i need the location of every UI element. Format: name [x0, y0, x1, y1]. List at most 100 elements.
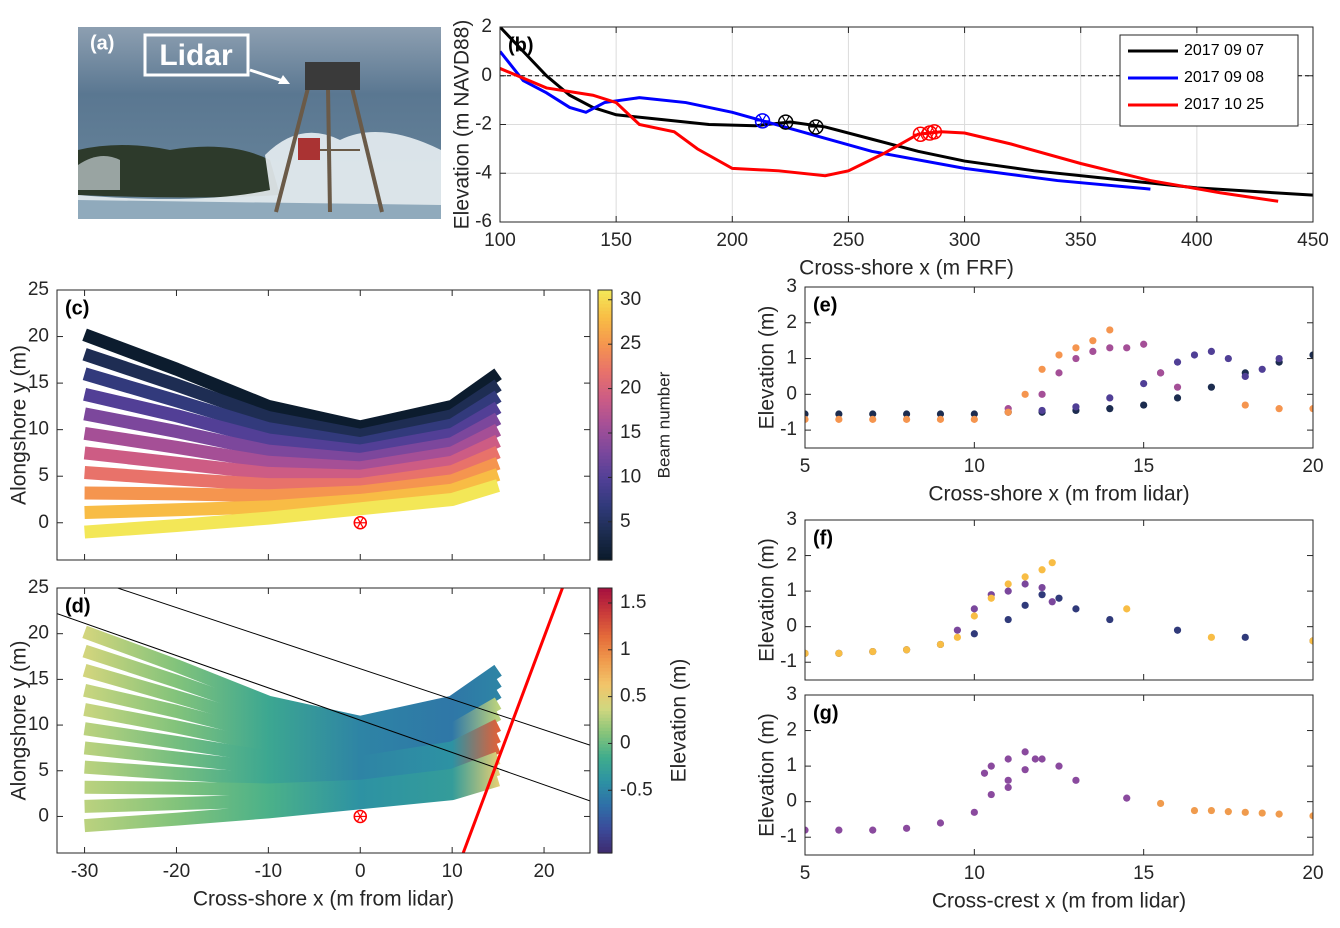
axes-background	[805, 287, 1313, 448]
colorbar-slice	[598, 468, 612, 473]
beam	[82, 625, 502, 729]
beam	[84, 479, 500, 539]
x-axis-label: Cross-shore x (m from lidar)	[928, 483, 1189, 506]
point	[1021, 748, 1029, 756]
colorbar-slice	[598, 591, 612, 596]
point	[1004, 755, 1012, 763]
tower-leg	[350, 87, 384, 213]
point	[1123, 794, 1131, 802]
point	[936, 415, 945, 423]
beam	[84, 468, 501, 520]
colorbar-slice	[598, 657, 612, 662]
point	[1055, 369, 1063, 377]
colorbar-slice	[598, 337, 612, 342]
point	[1055, 762, 1063, 770]
colorbar-slice	[598, 506, 612, 510]
beam	[83, 407, 502, 466]
colorbar-slice	[598, 727, 612, 732]
point	[1309, 812, 1313, 820]
colorbar-slice	[598, 428, 612, 433]
colorbar-slice	[598, 773, 612, 778]
point	[1106, 405, 1114, 413]
point	[1021, 601, 1029, 609]
colorbar-tick-label: 30	[620, 289, 641, 310]
panel-label: (d)	[65, 595, 91, 617]
point	[835, 826, 843, 834]
x-tick-label: 5	[800, 456, 811, 477]
y-tick-label: 25	[28, 577, 49, 598]
point	[1031, 755, 1039, 763]
y-tick-label: 15	[28, 372, 49, 393]
plot-area	[57, 588, 590, 853]
axes-frame	[804, 694, 1314, 856]
point	[1190, 351, 1199, 359]
colorbar-slice	[598, 320, 612, 325]
y-axis-label: Alongshore y (m)	[8, 641, 31, 801]
point	[1309, 405, 1313, 413]
point	[1048, 559, 1056, 567]
x-tick-label: 300	[949, 230, 981, 251]
colorbar-slice	[598, 414, 612, 419]
photo-workers	[298, 138, 320, 160]
point	[1123, 344, 1131, 352]
colorbar-slice	[598, 485, 612, 490]
x-axis-label: Cross-shore x (m FRF)	[799, 257, 1014, 280]
beam	[83, 684, 502, 753]
point	[1224, 808, 1232, 816]
colorbar-slice	[598, 472, 612, 477]
point	[805, 649, 809, 657]
colorbar-slice	[598, 631, 612, 635]
colorbar-slice	[598, 300, 612, 305]
x-tick-label: 20	[533, 861, 554, 882]
photo-foam	[78, 132, 441, 219]
overlay-line	[115, 588, 590, 746]
y-tick-label: 3	[786, 509, 797, 530]
beam	[83, 387, 502, 458]
colorbar-slice	[598, 780, 612, 785]
beam	[82, 367, 502, 451]
colorbar-slice	[598, 445, 612, 450]
y-tick-label: -2	[475, 114, 492, 135]
colorbar-tick-label: 5	[620, 511, 631, 532]
colorbar-tick-label: 0.5	[620, 686, 646, 707]
marker	[808, 119, 824, 135]
y-tick-label: 0	[38, 512, 49, 533]
colorbar-slice	[598, 482, 612, 487]
colorbar-slice	[598, 747, 612, 751]
photo-tower	[274, 87, 384, 213]
y-tick-label: 1	[786, 580, 797, 601]
point	[1106, 615, 1114, 624]
colorbar-slice	[598, 803, 612, 808]
colorbar-slice	[598, 350, 612, 355]
point	[1157, 799, 1165, 808]
x-tick-label: 350	[1065, 230, 1097, 251]
colorbar-slice	[598, 452, 612, 456]
colorbar-tick-label: 25	[620, 333, 641, 354]
point	[1106, 344, 1114, 352]
colorbar-slice	[598, 438, 612, 443]
colorbar-slice	[598, 374, 612, 379]
y-tick-label: 2	[786, 312, 797, 333]
colorbar-slice	[598, 846, 612, 851]
colorbar-slice	[598, 776, 612, 781]
plot-area	[82, 328, 502, 539]
y-tick-label: 15	[28, 668, 49, 689]
colorbar-slice	[598, 293, 612, 298]
point	[1309, 637, 1313, 645]
y-tick-label: -4	[475, 162, 492, 183]
colorbar-slice	[598, 441, 612, 446]
colorbar-slice	[598, 594, 612, 599]
point	[1048, 598, 1056, 606]
colorbar-slice	[598, 323, 612, 328]
colorbar-slice	[598, 826, 612, 831]
x-tick-label: -30	[71, 861, 98, 882]
y-tick-label: 1	[786, 348, 797, 369]
point	[1258, 365, 1266, 373]
beam	[84, 457, 501, 503]
marker	[353, 809, 368, 824]
beam	[83, 423, 502, 475]
x-tick-label: 20	[1302, 863, 1323, 884]
point	[1004, 783, 1012, 792]
colorbar-slice	[598, 588, 612, 592]
photo-wave	[78, 145, 280, 198]
